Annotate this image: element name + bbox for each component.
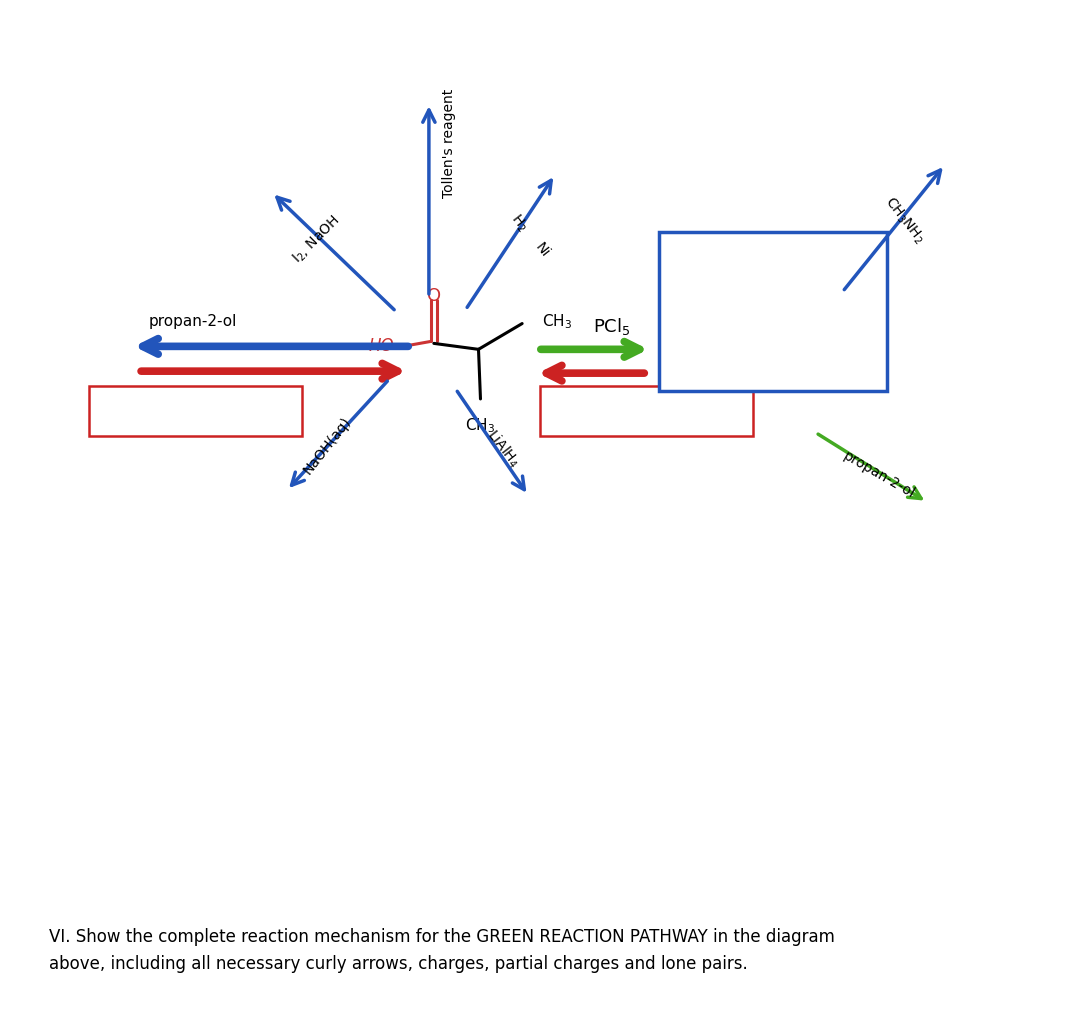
Text: propan-2-ol: propan-2-ol — [841, 449, 917, 501]
Text: I$_2$, NaOH: I$_2$, NaOH — [290, 213, 344, 268]
Text: propan-2-ol: propan-2-ol — [149, 314, 237, 329]
Bar — [88, 386, 302, 436]
Text: above, including all necessary curly arrows, charges, partial charges and lone p: above, including all necessary curly arr… — [49, 955, 748, 974]
Text: LiAlH$_4$: LiAlH$_4$ — [483, 426, 524, 470]
Text: O: O — [427, 287, 441, 304]
Text: Ni: Ni — [533, 240, 552, 259]
Text: CH$_3$: CH$_3$ — [542, 313, 572, 331]
Text: Tollen's reagent: Tollen's reagent — [442, 88, 456, 198]
Bar — [659, 233, 887, 391]
Text: CH$_3$: CH$_3$ — [466, 417, 496, 436]
Text: CH$_3$NH$_2$: CH$_3$NH$_2$ — [881, 194, 927, 247]
Bar — [540, 386, 754, 436]
Text: H$_2$: H$_2$ — [507, 211, 530, 236]
Text: NaOH(aq): NaOH(aq) — [300, 414, 354, 477]
Text: HO: HO — [369, 337, 395, 356]
Text: PCl$_5$: PCl$_5$ — [593, 316, 631, 337]
Text: VI. Show the complete reaction mechanism for the GREEN REACTION PATHWAY in the d: VI. Show the complete reaction mechanism… — [49, 928, 834, 945]
